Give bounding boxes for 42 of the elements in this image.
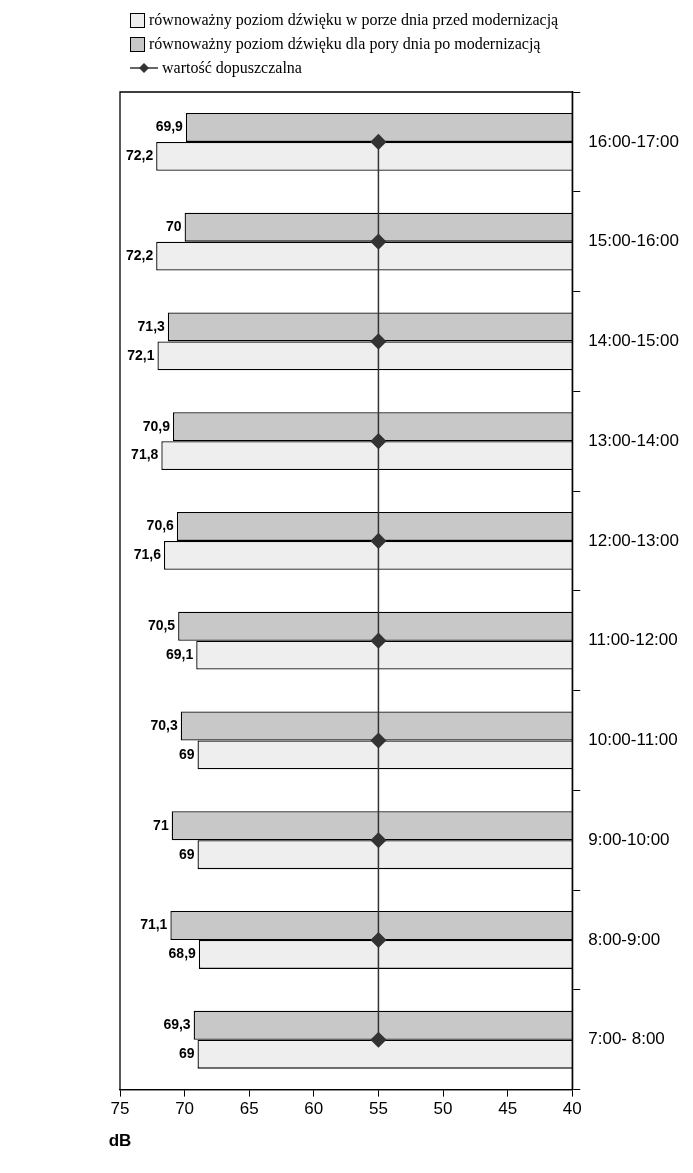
data-label: 70,6 bbox=[146, 517, 175, 534]
data-label: 72,2 bbox=[125, 147, 154, 164]
x-tick-label: 40 bbox=[562, 1099, 582, 1119]
y-tick-label: 9:00-10:00 bbox=[588, 829, 670, 849]
y-tick-label: 8:00-9:00 bbox=[588, 929, 661, 949]
data-label: 68,9 bbox=[168, 945, 197, 962]
data-label: 69,3 bbox=[163, 1016, 191, 1033]
y-tick-label: 10:00-11:00 bbox=[588, 730, 678, 750]
legend-label: wartość dopuszczalna bbox=[162, 59, 302, 77]
x-axis-title: dB bbox=[108, 1131, 132, 1151]
y-tick-label: 13:00-14:00 bbox=[588, 430, 680, 450]
data-label: 72,2 bbox=[125, 246, 154, 263]
data-label: 71,8 bbox=[131, 446, 159, 463]
x-tick-label: 50 bbox=[433, 1099, 453, 1119]
y-tick-label: 16:00-17:00 bbox=[588, 131, 680, 151]
data-label: 69 bbox=[178, 745, 195, 762]
data-label: 70,5 bbox=[147, 617, 176, 634]
x-tick-label: 55 bbox=[368, 1099, 388, 1119]
x-tick-label: 60 bbox=[304, 1099, 324, 1119]
y-tick-label: 12:00-13:00 bbox=[588, 530, 680, 550]
data-label: 69,9 bbox=[155, 118, 184, 135]
x-tick-label: 75 bbox=[110, 1099, 130, 1119]
y-tick-label: 15:00-16:00 bbox=[588, 231, 680, 251]
data-label: 71,6 bbox=[133, 546, 162, 563]
x-tick-label: 45 bbox=[498, 1099, 518, 1119]
x-tick-label: 65 bbox=[239, 1099, 259, 1119]
x-tick-label: 70 bbox=[175, 1099, 195, 1119]
data-label: 71,1 bbox=[140, 916, 168, 933]
data-label: 70 bbox=[166, 218, 182, 235]
y-tick-label: 7:00- 8:00 bbox=[588, 1029, 665, 1049]
data-label: 70,9 bbox=[142, 417, 171, 434]
data-label: 71 bbox=[153, 816, 169, 833]
data-label: 69,1 bbox=[165, 646, 194, 662]
data-label: 70,3 bbox=[150, 716, 178, 733]
legend-label: równoważny poziom dźwięku w porze dnia przed modernizacją bbox=[149, 11, 559, 29]
y-tick-label: 11:00-12:00 bbox=[588, 630, 678, 650]
legend-label: równoważny poziom dźwięku dla pory dnia po modernizacją bbox=[149, 35, 541, 53]
data-label: 72,1 bbox=[127, 346, 155, 363]
data-label: 71,3 bbox=[137, 317, 166, 334]
data-label: 69 bbox=[178, 845, 195, 862]
y-tick-label: 14:00-15:00 bbox=[588, 331, 680, 351]
data-label: 69 bbox=[178, 1045, 195, 1062]
